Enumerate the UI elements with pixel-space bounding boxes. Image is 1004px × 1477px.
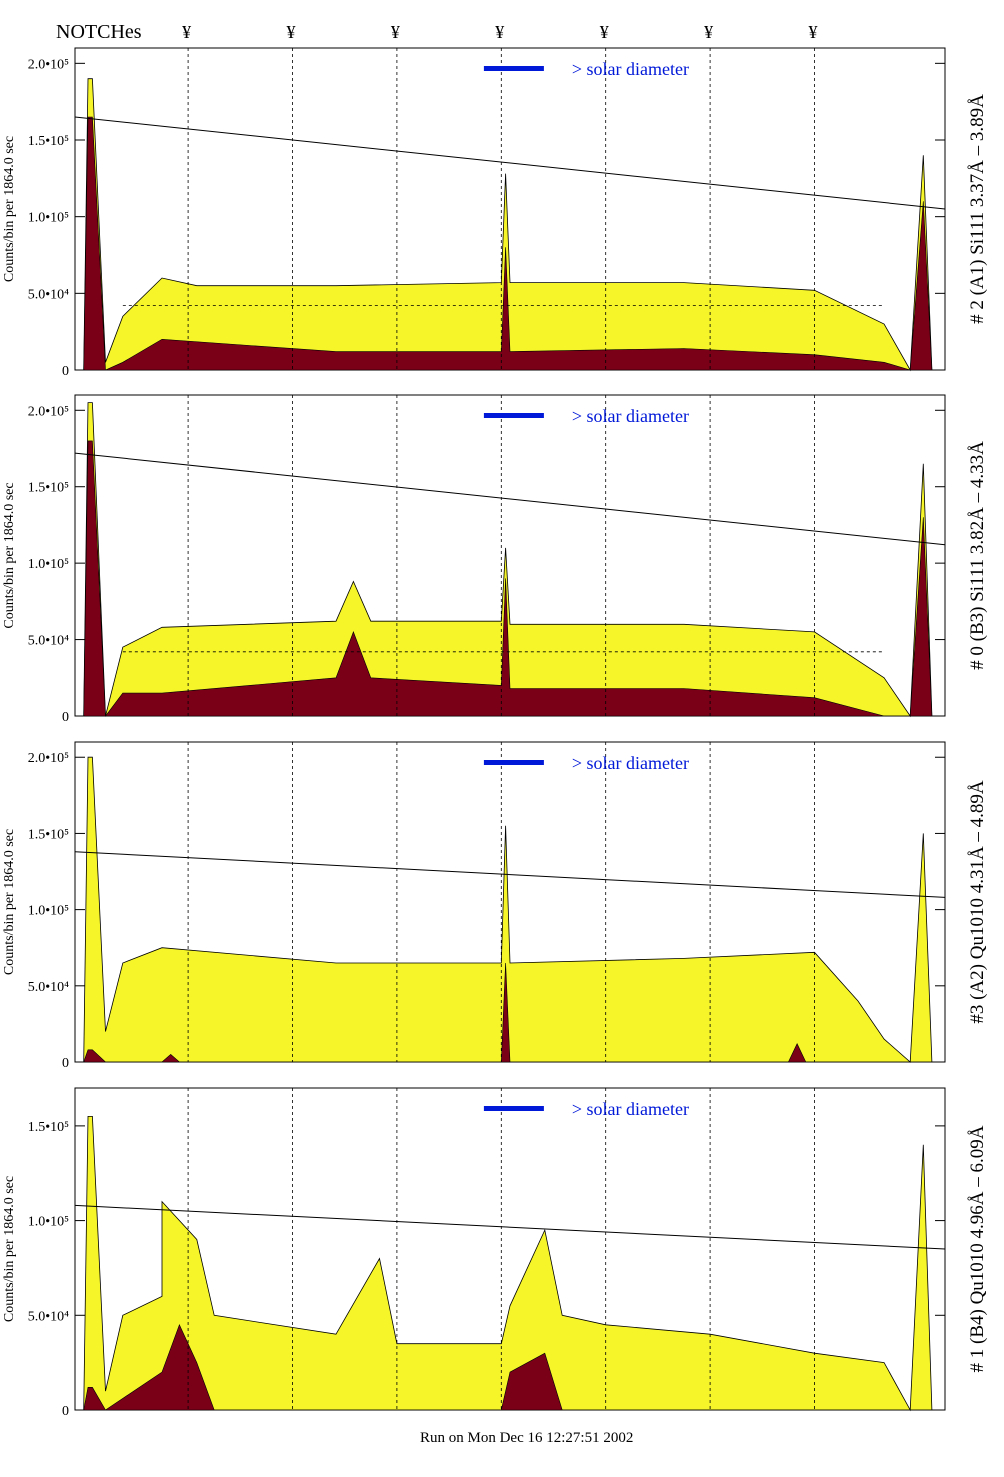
y-tick-label: 1.5•10⁵ bbox=[28, 481, 69, 496]
panel-2: 0 5.0•10⁴ 1.0•10⁵ 1.5•10⁵ 2.0•10⁵ Counts/bin … bbox=[2, 741, 988, 1071]
legend-swatch bbox=[483, 760, 544, 765]
y-tick-label: 5.0•10⁴ bbox=[28, 287, 69, 302]
notch-symbol: ¥ bbox=[704, 22, 713, 42]
trend-line bbox=[74, 116, 946, 210]
notch-symbol: ¥ bbox=[600, 22, 609, 42]
trend-line bbox=[74, 851, 946, 898]
y-tick-label: 0 bbox=[62, 710, 69, 725]
y-tick-label: 0 bbox=[62, 1056, 69, 1071]
panel-1: 0 5.0•10⁴ 1.0•10⁵ 1.5•10⁵ 2.0•10⁵ Counts/bin … bbox=[2, 394, 988, 725]
maroon-histogram bbox=[83, 1324, 932, 1411]
y-tick-label: 1.0•10⁵ bbox=[28, 1215, 69, 1230]
chart-panels: 0 5.0•10⁴ 1.0•10⁵ 1.5•10⁵ 2.0•10⁵ Counts/bin … bbox=[2, 47, 988, 1419]
y-axis-label: Counts/bin per 1864.0 sec bbox=[2, 482, 17, 628]
notch-symbol: ¥ bbox=[182, 22, 191, 42]
y-tick-label: 1.0•10⁵ bbox=[28, 211, 69, 226]
y-tick-label: 0 bbox=[62, 364, 69, 379]
y-tick-label: 1.0•10⁵ bbox=[28, 557, 69, 572]
yellow-histogram bbox=[83, 756, 933, 1063]
y-tick-label: 2.0•10⁵ bbox=[28, 751, 69, 766]
y-axis-label: Counts/bin per 1864.0 sec bbox=[2, 829, 17, 975]
y-tick-label: 1.5•10⁵ bbox=[28, 827, 69, 842]
notch-symbols: ¥ ¥ ¥ ¥ ¥ ¥ ¥ bbox=[182, 22, 817, 42]
y-tick-label: 1.5•10⁵ bbox=[28, 134, 69, 149]
y-tick-label: 2.0•10⁵ bbox=[28, 404, 69, 419]
y-tick-label: 2.0•10⁵ bbox=[28, 57, 69, 72]
y-tick-label: 5.0•10⁴ bbox=[28, 980, 69, 995]
maroon-histogram bbox=[83, 962, 932, 1063]
panel-title: # 0 (B3) Si111 3.82Å – 4.33Å bbox=[967, 441, 988, 670]
legend-label: > solar diameter bbox=[572, 406, 689, 426]
legend-swatch bbox=[483, 1106, 544, 1111]
notch-symbol: ¥ bbox=[391, 22, 400, 42]
legend-swatch bbox=[483, 66, 544, 71]
yellow-histogram bbox=[83, 402, 933, 718]
y-tick-label: 5.0•10⁴ bbox=[28, 1309, 69, 1324]
yellow-histogram bbox=[83, 78, 933, 372]
run-timestamp: Run on Mon Dec 16 12:27:51 2002 bbox=[420, 1430, 633, 1446]
y-tick-label: 5.0•10⁴ bbox=[28, 634, 69, 649]
legend-label: > solar diameter bbox=[572, 1099, 689, 1119]
maroon-histogram bbox=[83, 116, 933, 371]
y-axis-label: Counts/bin per 1864.0 sec bbox=[2, 136, 17, 282]
notch-symbol: ¥ bbox=[495, 22, 504, 42]
panel-title: # 1 (B4) Qu1010 4.96Å – 6.09Å bbox=[967, 1125, 988, 1372]
notches-label: NOTCHes bbox=[56, 21, 142, 43]
y-axis-label: Counts/bin per 1864.0 sec bbox=[2, 1176, 17, 1322]
panel-3: 0 5.0•10⁴ 1.0•10⁵ 1.5•10⁵ Counts/bin per 186… bbox=[2, 1087, 988, 1419]
y-tick-label: 0 bbox=[62, 1404, 69, 1419]
panel-title: #3 (A2) Qu1010 4.31Å – 4.89Å bbox=[967, 780, 988, 1024]
panel-title: # 2 (A1) Si111 3.37Å – 3.89Å bbox=[967, 94, 988, 324]
trend-line bbox=[74, 1204, 946, 1250]
notch-symbol: ¥ bbox=[809, 22, 818, 42]
legend-swatch bbox=[483, 413, 544, 418]
trend-line bbox=[74, 452, 946, 546]
legend-label: > solar diameter bbox=[572, 59, 689, 79]
y-tick-label: 1.5•10⁵ bbox=[28, 1120, 69, 1135]
legend-label: > solar diameter bbox=[572, 753, 689, 773]
yellow-histogram bbox=[83, 1116, 933, 1412]
maroon-histogram bbox=[83, 440, 933, 717]
panel-0: 0 5.0•10⁴ 1.0•10⁵ 1.5•10⁵ 2.0•10⁵ Counts/bin … bbox=[2, 47, 988, 379]
y-tick-label: 1.0•10⁵ bbox=[28, 904, 69, 919]
notch-symbol: ¥ bbox=[287, 22, 296, 42]
